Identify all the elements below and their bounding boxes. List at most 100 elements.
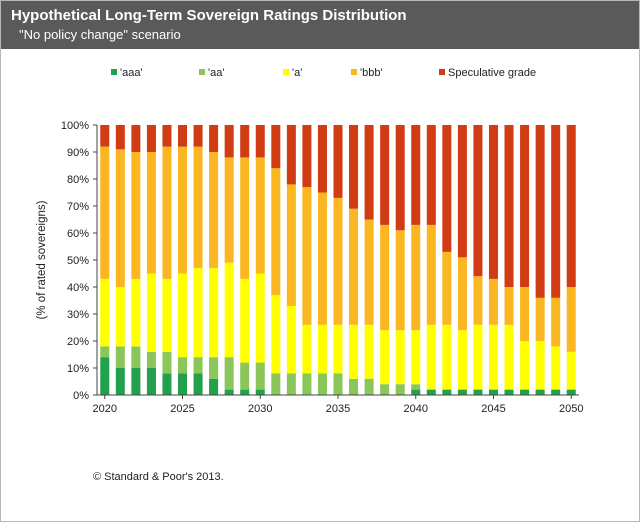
bar-2046-series-4 (504, 125, 514, 287)
bar-2029-series-3 (240, 157, 250, 279)
bar-2031-series-1 (271, 373, 281, 395)
y-tick-label: 40% (67, 282, 89, 294)
bar-2030-series-0 (255, 389, 265, 395)
bar-2034-series-4 (317, 125, 327, 193)
bar-2039-series-4 (395, 125, 405, 231)
bar-2042-series-2 (442, 324, 452, 390)
bar-2028-series-1 (224, 357, 234, 390)
bar-2036-series-4 (349, 125, 359, 209)
bar-2044-series-0 (473, 389, 483, 395)
bar-2029-series-1 (240, 362, 250, 390)
bar-2045-series-2 (488, 324, 498, 390)
bar-2037-series-2 (364, 324, 374, 379)
bar-2044-series-2 (473, 324, 483, 390)
bar-2039-series-1 (395, 384, 405, 395)
bar-2029-series-4 (240, 125, 250, 158)
bar-2035-series-4 (333, 125, 343, 198)
bar-2026-series-2 (193, 268, 203, 358)
bar-2045-series-3 (488, 278, 498, 325)
bar-2042-series-0 (442, 389, 452, 395)
x-tick-label: 2050 (559, 403, 583, 415)
legend-label-3: 'bbb' (360, 67, 383, 79)
x-tick-label: 2035 (326, 403, 350, 415)
bar-2027-series-4 (209, 125, 219, 152)
x-tick-label: 2045 (481, 403, 505, 415)
x-tick-label: 2030 (248, 403, 272, 415)
bar-2027-series-2 (209, 268, 219, 358)
bar-2049-series-2 (551, 346, 561, 390)
bar-2031-series-3 (271, 168, 281, 296)
title-bar: Hypothetical Long-Term Sovereign Ratings… (1, 1, 639, 49)
bar-2036-series-3 (349, 208, 359, 325)
bar-2046-series-3 (504, 287, 514, 325)
bar-2037-series-1 (364, 378, 374, 395)
bar-2032-series-1 (286, 373, 296, 395)
bar-2049-series-4 (551, 125, 561, 298)
bar-2035-series-3 (333, 197, 343, 325)
bar-2022-series-0 (131, 368, 141, 395)
y-tick-label: 30% (67, 309, 89, 321)
bar-2049-series-3 (551, 297, 561, 347)
bar-2027-series-0 (209, 378, 219, 395)
bar-2034-series-2 (317, 324, 327, 374)
bar-2026-series-4 (193, 125, 203, 147)
legend-label-1: 'aa' (208, 67, 224, 79)
bar-2041-series-4 (426, 125, 436, 225)
bar-2050-series-2 (566, 351, 576, 390)
x-tick-label: 2040 (403, 403, 427, 415)
bar-2041-series-0 (426, 389, 436, 395)
bar-2023-series-2 (146, 273, 156, 352)
bar-2025-series-1 (178, 357, 188, 374)
bar-2030-series-4 (255, 125, 265, 158)
bar-2050-series-0 (566, 389, 576, 395)
bar-2047-series-4 (520, 125, 530, 287)
bar-2043-series-2 (457, 330, 467, 390)
bar-2038-series-4 (380, 125, 390, 225)
bar-2020-series-4 (100, 125, 110, 147)
bar-2022-series-3 (131, 152, 141, 279)
chart-title: Hypothetical Long-Term Sovereign Ratings… (11, 7, 407, 24)
y-tick-label: 90% (67, 147, 89, 159)
bar-2048-series-3 (535, 297, 545, 341)
bar-2030-series-3 (255, 157, 265, 274)
y-tick-label: 60% (67, 228, 89, 240)
bar-2035-series-2 (333, 324, 343, 374)
bar-2022-series-1 (131, 346, 141, 368)
bar-2023-series-3 (146, 152, 156, 274)
bar-2023-series-0 (146, 368, 156, 395)
bar-2027-series-1 (209, 357, 219, 379)
bar-2037-series-3 (364, 219, 374, 325)
bar-2050-series-3 (566, 287, 576, 352)
bar-2040-series-3 (411, 224, 421, 331)
y-tick-label: 50% (67, 255, 89, 267)
bar-2028-series-3 (224, 157, 234, 263)
bar-2044-series-3 (473, 276, 483, 325)
legend-label-4: Speculative grade (448, 67, 536, 79)
bar-2025-series-2 (178, 273, 188, 358)
bar-2048-series-2 (535, 341, 545, 390)
bar-2029-series-0 (240, 389, 250, 395)
bar-2021-series-4 (115, 125, 125, 150)
bar-2040-series-2 (411, 330, 421, 385)
bar-2036-series-1 (349, 378, 359, 395)
bar-2028-series-4 (224, 125, 234, 158)
bar-2022-series-2 (131, 278, 141, 347)
bar-2025-series-3 (178, 146, 188, 274)
bar-2043-series-0 (457, 389, 467, 395)
bar-2039-series-3 (395, 230, 405, 331)
bar-2030-series-2 (255, 273, 265, 363)
bar-2032-series-2 (286, 305, 296, 374)
x-tick-label: 2025 (170, 403, 194, 415)
bar-2040-series-4 (411, 125, 421, 225)
bar-2024-series-4 (162, 125, 172, 147)
bar-2027-series-3 (209, 152, 219, 269)
bar-2047-series-2 (520, 341, 530, 390)
bar-2025-series-0 (178, 373, 188, 395)
bar-2038-series-2 (380, 330, 390, 385)
legend-swatch-1 (199, 69, 205, 75)
bar-2048-series-0 (535, 389, 545, 395)
bar-2020-series-3 (100, 146, 110, 279)
bar-2045-series-0 (488, 389, 498, 395)
bar-2032-series-3 (286, 184, 296, 306)
